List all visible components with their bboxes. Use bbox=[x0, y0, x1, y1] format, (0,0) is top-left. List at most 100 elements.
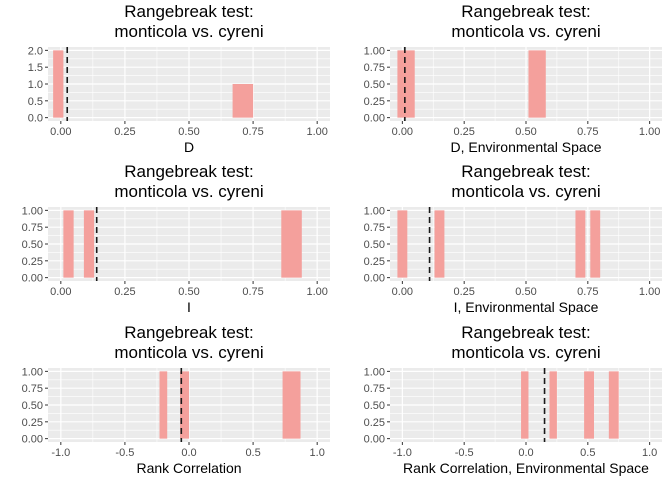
panel-title-line: monticola vs. cyreni bbox=[114, 182, 263, 201]
x-tick-label: 1.0 bbox=[642, 447, 657, 459]
x-tick-label: 0.50 bbox=[515, 286, 536, 298]
y-tick-label: 0.75 bbox=[364, 222, 385, 234]
y-tick-label: 0.50 bbox=[364, 239, 385, 251]
y-tick-label: 0.25 bbox=[22, 417, 43, 429]
x-tick-label: 0.50 bbox=[178, 286, 199, 298]
x-tick-label: 0.00 bbox=[50, 126, 71, 138]
x-tick-label: 0.5 bbox=[245, 447, 260, 459]
histogram-bar bbox=[528, 50, 546, 118]
x-tick-label: 0.75 bbox=[577, 126, 598, 138]
y-tick-label: 0.00 bbox=[364, 434, 385, 446]
y-tick-label: 0.50 bbox=[364, 79, 385, 91]
histogram-bar bbox=[159, 371, 168, 439]
y-tick-label: 0.75 bbox=[22, 383, 43, 395]
x-tick-label: -0.5 bbox=[115, 447, 134, 459]
panel-title-line: monticola vs. cyreni bbox=[451, 22, 600, 41]
x-tick-label: 0.00 bbox=[50, 286, 71, 298]
x-axis-title: I bbox=[187, 299, 191, 315]
histogram-bar bbox=[521, 371, 529, 439]
x-tick-label: 0.0 bbox=[518, 447, 533, 459]
x-tick-label: 0.25 bbox=[453, 286, 474, 298]
histogram-bar bbox=[63, 210, 74, 278]
y-tick-label: 0.0 bbox=[28, 113, 43, 125]
y-tick-label: 0.00 bbox=[364, 273, 385, 285]
x-tick-label: 1.00 bbox=[306, 126, 327, 138]
panel-title-line: Rangebreak test: bbox=[124, 323, 253, 342]
y-tick-label: 0.50 bbox=[364, 400, 385, 412]
y-tick-label: 0.50 bbox=[22, 400, 43, 412]
y-tick-label: 0.75 bbox=[364, 62, 385, 74]
panel-title-line: monticola vs. cyreni bbox=[114, 343, 263, 362]
y-tick-label: 1.00 bbox=[364, 366, 385, 378]
y-tick-label: 1.00 bbox=[22, 366, 43, 378]
x-tick-label: 0.5 bbox=[580, 447, 595, 459]
histogram-bar bbox=[584, 371, 594, 439]
x-tick-label: 0.75 bbox=[242, 286, 263, 298]
histogram-bar bbox=[83, 210, 95, 278]
histogram-bar bbox=[549, 371, 557, 439]
y-tick-label: 1.00 bbox=[364, 205, 385, 217]
x-tick-label: 1.00 bbox=[639, 286, 660, 298]
y-tick-label: 0.75 bbox=[22, 222, 43, 234]
y-tick-label: 0.50 bbox=[22, 239, 43, 251]
histogram-bar bbox=[232, 84, 254, 118]
x-tick-label: 1.0 bbox=[310, 447, 325, 459]
panel-6: Rangebreak test:monticola vs. cyreni -1.0… bbox=[364, 323, 662, 476]
x-tick-label: 1.00 bbox=[306, 286, 327, 298]
panel-title-line: Rangebreak test: bbox=[461, 323, 590, 342]
x-tick-label: 0.50 bbox=[178, 126, 199, 138]
x-axis-title: Rank Correlation, Environmental Space bbox=[403, 460, 649, 476]
y-tick-label: 1.0 bbox=[28, 79, 43, 91]
panel-2: Rangebreak test:monticola vs. cyreni 0.00… bbox=[364, 2, 662, 155]
panel-title-line: monticola vs. cyreni bbox=[114, 22, 263, 41]
panel-title-line: Rangebreak test: bbox=[124, 162, 253, 181]
panel-title-line: Rangebreak test: bbox=[124, 2, 253, 21]
panel-1: Rangebreak test:monticola vs. cyreni0.00… bbox=[28, 2, 330, 155]
x-axis-title: D, Environmental Space bbox=[451, 139, 602, 155]
x-axis-title: Rank Correlation bbox=[136, 460, 241, 476]
x-axis-title: D bbox=[184, 139, 194, 155]
y-tick-label: 0.00 bbox=[22, 273, 43, 285]
histogram-bar bbox=[282, 371, 301, 439]
y-tick-label: 0.25 bbox=[22, 256, 43, 268]
histogram-bar bbox=[53, 50, 64, 118]
y-tick-label: 0.25 bbox=[364, 256, 385, 268]
y-tick-label: 0.75 bbox=[364, 383, 385, 395]
x-tick-label: 0.75 bbox=[577, 286, 598, 298]
y-tick-label: 0.00 bbox=[364, 113, 385, 125]
x-tick-label: 0.50 bbox=[515, 126, 536, 138]
x-tick-label: 0.0 bbox=[181, 447, 196, 459]
x-tick-label: 0.25 bbox=[114, 126, 135, 138]
y-tick-label: 0.00 bbox=[22, 434, 43, 446]
x-tick-label: -0.5 bbox=[455, 447, 474, 459]
histogram-bar bbox=[397, 50, 415, 118]
panel-title-line: monticola vs. cyreni bbox=[451, 343, 600, 362]
y-tick-label: 1.00 bbox=[364, 45, 385, 57]
x-tick-label: -1.0 bbox=[51, 447, 70, 459]
x-tick-label: 1.00 bbox=[639, 126, 660, 138]
x-tick-label: 0.25 bbox=[114, 286, 135, 298]
histogram-bar bbox=[608, 371, 619, 439]
histogram-bar bbox=[180, 371, 189, 439]
panel-title-line: Rangebreak test: bbox=[461, 162, 590, 181]
panel-title-line: monticola vs. cyreni bbox=[451, 182, 600, 201]
histogram-bar bbox=[575, 210, 586, 278]
histogram-bar bbox=[590, 210, 601, 278]
histogram-bar bbox=[281, 210, 302, 278]
panel-4: Rangebreak test:monticola vs. cyreni 0.00… bbox=[364, 162, 662, 315]
y-tick-label: 0.25 bbox=[364, 417, 385, 429]
y-tick-label: 1.5 bbox=[28, 62, 43, 74]
y-tick-label: 0.5 bbox=[28, 96, 43, 108]
y-tick-label: 0.25 bbox=[364, 96, 385, 108]
x-tick-label: 0.00 bbox=[392, 126, 413, 138]
panel-title-line: Rangebreak test: bbox=[461, 2, 590, 21]
y-tick-label: 1.00 bbox=[22, 205, 43, 217]
x-axis-title: I, Environmental Space bbox=[454, 299, 599, 315]
x-tick-label: -1.0 bbox=[393, 447, 412, 459]
histogram-bar bbox=[397, 210, 408, 278]
panel-3: Rangebreak test:monticola vs. cyreni 0.00… bbox=[22, 162, 330, 315]
x-tick-label: 0.25 bbox=[453, 126, 474, 138]
x-tick-label: 0.75 bbox=[242, 126, 263, 138]
histogram-bar bbox=[434, 210, 445, 278]
